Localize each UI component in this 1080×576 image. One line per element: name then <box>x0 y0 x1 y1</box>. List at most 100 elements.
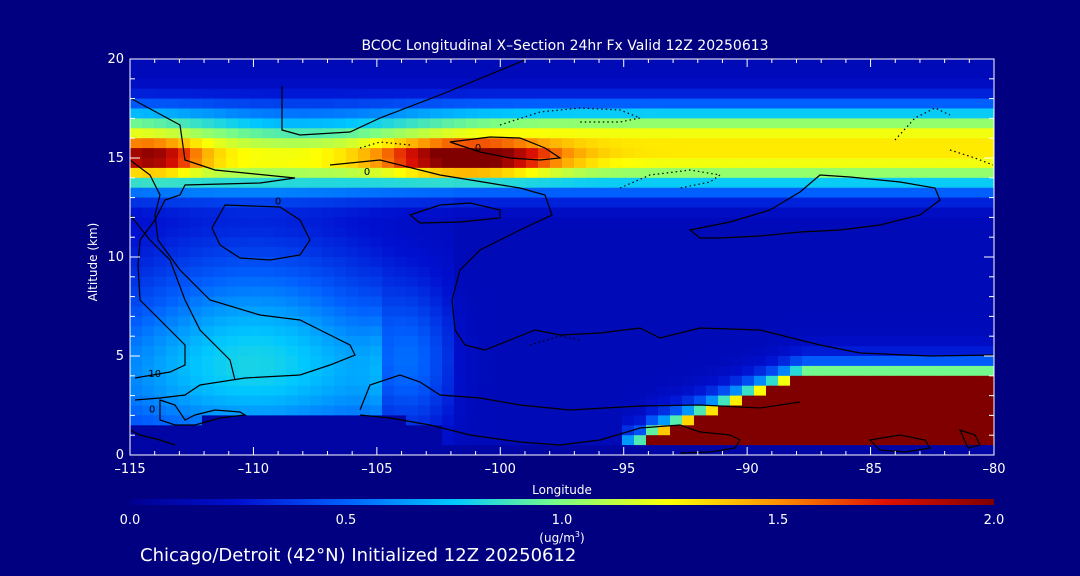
heatmap-cell <box>862 247 875 258</box>
heatmap-cell <box>418 266 431 278</box>
heatmap-cell <box>526 356 539 367</box>
heatmap-cell <box>646 425 659 436</box>
heatmap-cell <box>658 148 671 159</box>
heatmap-cell <box>550 158 563 169</box>
heatmap-cell <box>586 266 599 278</box>
heatmap-cell <box>418 346 431 357</box>
heatmap-cell <box>718 148 731 159</box>
heatmap-cell <box>682 257 695 268</box>
heatmap-cell <box>250 435 263 446</box>
heatmap-cell <box>922 266 935 278</box>
heatmap-cell <box>790 247 803 258</box>
heatmap-cell <box>394 415 407 426</box>
heatmap-cell <box>166 59 179 70</box>
heatmap-cell <box>442 435 455 446</box>
heatmap-cell <box>142 415 155 426</box>
heatmap-cell <box>850 118 863 129</box>
heatmap-cell <box>298 108 311 119</box>
heatmap-cell <box>694 276 707 288</box>
heatmap-cell <box>238 247 251 258</box>
heatmap-cell <box>826 415 839 426</box>
heatmap-cell <box>286 247 299 258</box>
heatmap-cell <box>946 88 959 100</box>
y-tick-label: 0 <box>116 448 124 463</box>
heatmap-cell <box>346 247 359 258</box>
heatmap-cell <box>478 108 491 119</box>
heatmap-cell <box>838 197 851 209</box>
colorbar-tick-label: 2.0 <box>984 513 1005 528</box>
heatmap-cell <box>934 68 947 80</box>
heatmap-cell <box>646 336 659 347</box>
heatmap-cell <box>562 276 575 288</box>
heatmap-cell <box>670 167 683 179</box>
heatmap-cell <box>274 167 287 179</box>
heatmap-cell <box>766 415 779 426</box>
heatmap-cell <box>910 435 923 446</box>
heatmap-cell <box>694 98 707 110</box>
heatmap-cell <box>850 148 863 159</box>
heatmap-cell <box>490 425 503 436</box>
heatmap-cell <box>454 88 467 100</box>
heatmap-cell <box>550 356 563 367</box>
heatmap-cell <box>238 336 251 347</box>
heatmap-cell <box>154 365 167 377</box>
heatmap-cell <box>430 138 443 149</box>
heatmap-cell <box>742 316 755 327</box>
heatmap-cell <box>838 276 851 288</box>
heatmap-cell <box>718 158 731 169</box>
heatmap-cell <box>130 415 143 426</box>
heatmap-cell <box>922 257 935 268</box>
heatmap-cell <box>166 296 179 308</box>
heatmap-cell <box>562 78 575 90</box>
heatmap-cell <box>418 78 431 90</box>
contour-line <box>359 414 741 454</box>
heatmap-cell <box>394 108 407 119</box>
heatmap-cell <box>334 158 347 169</box>
heatmap-cell <box>514 207 527 218</box>
heatmap-cell <box>802 217 815 228</box>
heatmap-cell <box>814 98 827 110</box>
heatmap-cell <box>250 138 263 149</box>
heatmap-cell <box>682 158 695 169</box>
heatmap-cell <box>562 59 575 70</box>
heatmap-cell <box>322 207 335 218</box>
heatmap-cell <box>250 296 263 308</box>
heatmap-cell <box>262 405 275 416</box>
heatmap-cell <box>418 108 431 119</box>
heatmap-cell <box>190 326 203 337</box>
heatmap-cell <box>610 187 623 199</box>
heatmap-cell <box>466 365 479 377</box>
heatmap-cell <box>718 197 731 209</box>
heatmap-cell <box>514 167 527 179</box>
heatmap-cell <box>310 356 323 367</box>
heatmap-cell <box>298 385 311 397</box>
heatmap-cell <box>334 207 347 218</box>
heatmap-cell <box>202 207 215 218</box>
heatmap-cell <box>130 316 143 327</box>
heatmap-cell <box>394 435 407 446</box>
heatmap-cell <box>166 197 179 209</box>
heatmap-cell <box>562 148 575 159</box>
heatmap-cell <box>622 187 635 199</box>
heatmap-cell <box>370 316 383 327</box>
contour-line <box>130 429 176 446</box>
heatmap-cell <box>682 187 695 199</box>
heatmap-cell <box>418 207 431 218</box>
heatmap-cell <box>382 306 395 317</box>
heatmap-cell <box>898 227 911 238</box>
heatmap-cell <box>922 336 935 347</box>
heatmap-cell <box>934 415 947 426</box>
heatmap-cell <box>742 415 755 426</box>
heatmap-cell <box>886 187 899 199</box>
heatmap-cell <box>646 177 659 189</box>
heatmap-cell <box>862 98 875 110</box>
heatmap-cell <box>922 445 935 455</box>
heatmap-cell <box>346 148 359 159</box>
heatmap-cell <box>754 306 767 317</box>
heatmap-cell <box>442 405 455 416</box>
heatmap-cell <box>874 365 887 377</box>
heatmap-cell <box>358 445 371 455</box>
heatmap-cell <box>490 266 503 278</box>
heatmap-cell <box>670 108 683 119</box>
heatmap-cell <box>826 445 839 455</box>
